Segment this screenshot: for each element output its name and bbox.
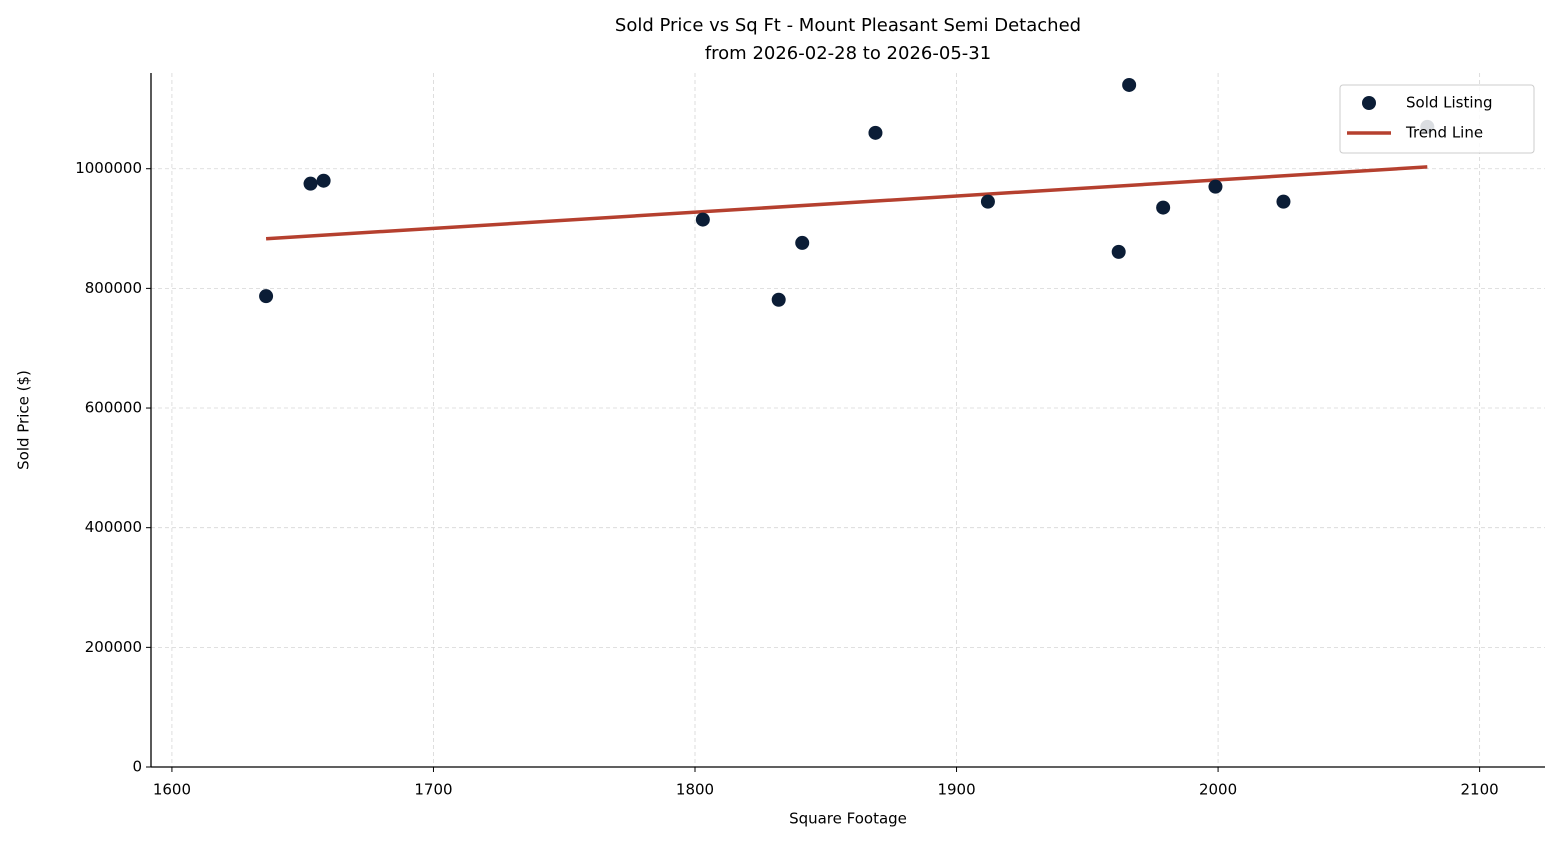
x-tick-label: 1600 [153, 781, 191, 799]
point [868, 125, 883, 140]
x-tick-label: 1800 [676, 781, 714, 799]
y-tick-label: 800000 [85, 279, 142, 297]
y-tick-label: 1000000 [75, 159, 142, 177]
x-tick-label: 2000 [1199, 781, 1237, 799]
y-tick-label: 200000 [85, 638, 142, 656]
y-axis-label: Sold Price ($) [15, 370, 33, 470]
x-tick-label: 1900 [937, 781, 975, 799]
point [695, 212, 710, 227]
point [980, 194, 995, 209]
x-tick-label: 2100 [1461, 781, 1499, 799]
point [1208, 179, 1223, 194]
point [1122, 77, 1137, 92]
legend-box [1339, 84, 1535, 154]
chart-subtitle: from 2026-02-28 to 2026-05-31 [705, 43, 991, 64]
x-axis-label: Square Footage [789, 810, 907, 828]
x-tick-label: 1700 [414, 781, 452, 799]
y-tick-label: 600000 [85, 399, 142, 417]
trend-line [265, 165, 1428, 241]
point [1276, 194, 1291, 209]
legend-label: Trend Line [1405, 124, 1483, 142]
point [1111, 244, 1126, 259]
chart-title: Sold Price vs Sq Ft - Mount Pleasant Sem… [615, 15, 1081, 36]
point [1156, 200, 1171, 215]
legend-swatch [1362, 96, 1376, 110]
point [303, 176, 318, 191]
legend-label: Sold Listing [1406, 94, 1493, 112]
point [259, 289, 274, 304]
point [771, 292, 786, 307]
point [316, 173, 331, 188]
y-tick-label: 0 [132, 758, 142, 776]
y-tick-label: 400000 [85, 518, 142, 536]
point [795, 235, 810, 250]
